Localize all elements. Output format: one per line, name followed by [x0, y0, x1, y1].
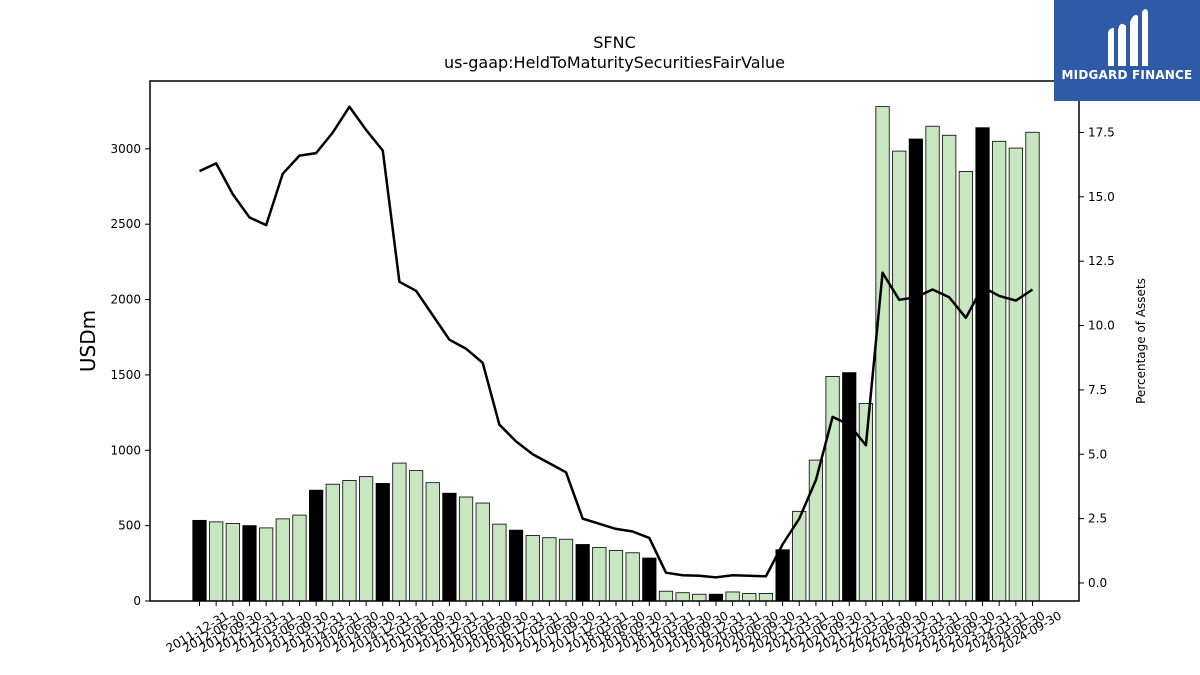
logo-mark-icon	[1108, 9, 1148, 66]
bar	[1025, 131, 1040, 602]
bar	[658, 590, 674, 602]
y2-tick-label: 5.0	[1088, 447, 1107, 461]
y2-tick-label: 7.5	[1088, 383, 1107, 397]
y-tick-label: 0	[133, 594, 141, 608]
y2-tick-label: 0.0	[1088, 576, 1107, 590]
bar	[242, 525, 257, 602]
bar	[892, 150, 907, 602]
bar	[292, 514, 307, 602]
chart-subtitle: us-gaap:HeldToMaturitySecuritiesFairValu…	[444, 53, 785, 72]
bar-series	[192, 106, 1040, 602]
bar	[542, 537, 557, 602]
y-tick-label: 1500	[110, 368, 141, 382]
y-axis-label: USDm	[76, 310, 100, 372]
bar	[225, 522, 240, 602]
y2-axis-label: Percentage of Assets	[1134, 278, 1148, 404]
chart-title: SFNC	[593, 33, 636, 52]
bar	[309, 489, 324, 602]
y-tick-label: 500	[118, 519, 141, 533]
bar	[575, 544, 590, 602]
bar	[192, 519, 207, 602]
bar	[259, 527, 274, 602]
bar	[1008, 147, 1023, 602]
y-tick-label: 3000	[110, 142, 141, 156]
bar	[842, 372, 857, 602]
bar	[342, 480, 357, 602]
line-series	[198, 105, 1034, 579]
y2-tick-label: 12.5	[1088, 254, 1115, 268]
bar	[508, 529, 524, 602]
bar	[692, 593, 707, 602]
bar	[975, 127, 990, 602]
bar	[825, 376, 840, 602]
bar	[942, 134, 957, 602]
y2-tick-label: 10.0	[1088, 319, 1115, 333]
bar	[525, 535, 540, 602]
bar	[375, 483, 390, 602]
bar	[675, 592, 690, 602]
bar	[425, 482, 440, 602]
midgard-finance-logo: MIDGARD FINANCE	[1054, 0, 1200, 101]
bar	[325, 483, 340, 602]
bar	[625, 552, 640, 602]
y-axis-right: 0.0 2.5 5.0 7.5 10.0 12.5 15.0 17.5	[1079, 125, 1115, 590]
bar	[558, 538, 574, 602]
bar	[492, 523, 507, 602]
y2-tick-label: 15.0	[1088, 190, 1115, 204]
bar	[725, 591, 740, 602]
bar	[742, 593, 757, 602]
y2-tick-label: 17.5	[1088, 125, 1115, 139]
bar	[708, 593, 724, 602]
bar	[408, 470, 424, 602]
y2-tick-label: 2.5	[1088, 512, 1107, 526]
bar	[592, 547, 607, 602]
line-path	[198, 105, 1034, 579]
bar	[358, 476, 374, 602]
bar	[758, 593, 774, 602]
bar	[608, 550, 624, 602]
bar	[925, 125, 940, 602]
y-axis-left: 0 500 1000 1500 2000 2500 3000	[110, 142, 150, 608]
bar	[642, 557, 657, 602]
x-axis: 2011-12-312012-06-302012-09-302012-12-31…	[164, 601, 1064, 655]
bar	[275, 518, 290, 602]
bar	[475, 502, 490, 602]
y-tick-label: 2000	[110, 293, 141, 307]
bar	[209, 521, 224, 602]
bar	[442, 492, 457, 602]
logo-text: MIDGARD FINANCE	[1061, 68, 1193, 82]
plot-frame	[149, 80, 1080, 602]
y-tick-label: 1000	[110, 443, 141, 457]
bar	[958, 171, 973, 602]
y-tick-label: 2500	[110, 217, 141, 231]
bar	[775, 549, 790, 602]
bar	[392, 462, 407, 602]
bar	[908, 138, 923, 602]
bar	[992, 140, 1007, 602]
bar	[458, 496, 474, 602]
bar	[875, 106, 890, 602]
